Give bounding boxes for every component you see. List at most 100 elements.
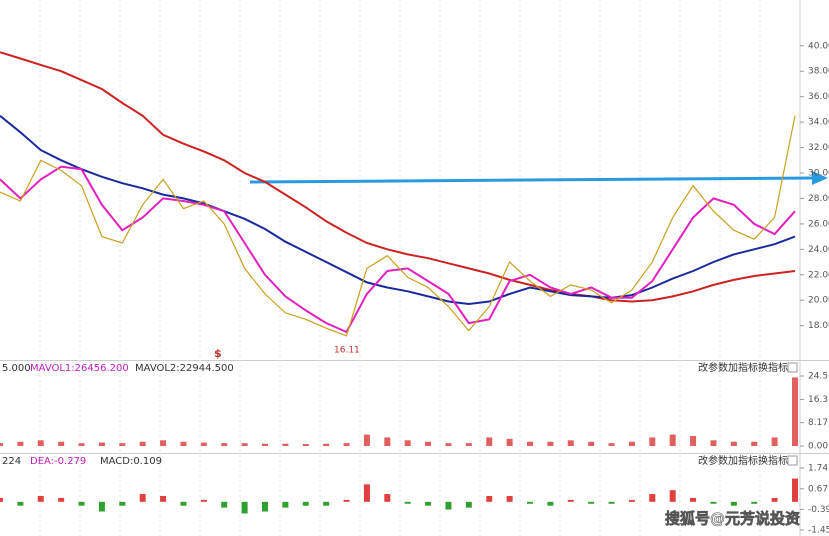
- bar: [628, 499, 635, 502]
- bar: [730, 501, 737, 506]
- bar: [160, 440, 167, 446]
- low-label: 16.11: [334, 346, 360, 356]
- bar: [547, 441, 554, 446]
- bar: [139, 441, 146, 446]
- bar: [588, 441, 595, 446]
- bar: [792, 377, 798, 446]
- bar: [751, 501, 758, 504]
- bar: [710, 501, 717, 504]
- bar: [119, 501, 126, 506]
- y-tick-label: 20.00: [808, 296, 829, 306]
- button[interactable]: 加指标: [728, 454, 758, 467]
- y-tick-label: -0.39: [808, 505, 829, 515]
- y-tick-label: 18.00: [808, 321, 829, 331]
- macd-header: MACD:0.109: [100, 456, 162, 467]
- bar: [486, 495, 493, 502]
- bar: [425, 501, 432, 506]
- bar: [608, 501, 615, 504]
- bar: [690, 436, 697, 446]
- bar: [241, 501, 248, 514]
- y-tick-label: 16.3: [808, 395, 828, 405]
- bar: [302, 501, 309, 506]
- bar: [486, 437, 493, 446]
- y-tick-label: 8.17: [808, 418, 828, 428]
- bar: [323, 501, 330, 506]
- button[interactable]: 改参数: [698, 361, 728, 374]
- close-button[interactable]: [787, 362, 798, 373]
- bar: [98, 501, 105, 512]
- bar: [649, 437, 656, 446]
- bar: [78, 443, 85, 446]
- bar: [119, 443, 126, 446]
- ma-line: [0, 51, 796, 303]
- macd-header: 224: [2, 456, 21, 467]
- trend-arrow: [249, 176, 816, 184]
- close-button[interactable]: [787, 455, 798, 466]
- bar: [384, 494, 391, 502]
- y-tick-label: 34.00: [808, 118, 829, 128]
- y-tick-label: 30.00: [808, 169, 829, 179]
- bar: [527, 441, 533, 446]
- bar: [262, 501, 268, 512]
- bar: [669, 434, 676, 446]
- bar: [588, 501, 595, 504]
- bar: [425, 441, 432, 446]
- vol-header: 5.000: [2, 363, 31, 374]
- bar: [160, 495, 167, 502]
- bar: [384, 437, 391, 446]
- ma-line: [0, 115, 796, 337]
- bar: [363, 484, 370, 502]
- y-tick-label: 26.00: [808, 219, 829, 229]
- bar: [0, 443, 3, 446]
- bar: [690, 497, 697, 502]
- vertical-grid: [39, 0, 761, 536]
- y-tick-label: 1.74: [808, 464, 828, 474]
- bar: [527, 501, 533, 504]
- bar: [241, 443, 248, 446]
- bar: [282, 501, 289, 508]
- macd-header: DEA:-0.279: [30, 456, 86, 467]
- bar: [37, 495, 44, 502]
- bar: [221, 443, 228, 446]
- y-tick-label: 38.00: [808, 67, 829, 77]
- y-tick-label: 28.00: [808, 194, 829, 204]
- y-tick-label: 24.00: [808, 245, 829, 255]
- y-tick-label: 0.00: [808, 442, 828, 452]
- y-tick-label: 36.00: [808, 92, 829, 102]
- bar: [608, 443, 615, 446]
- bar: [445, 443, 452, 446]
- button[interactable]: 换指标: [758, 454, 788, 467]
- watermark: 搜狐号@元芳说投资: [665, 510, 800, 528]
- bar: [180, 441, 187, 446]
- bar: [343, 443, 350, 446]
- y-tick-label: 40.00: [808, 41, 829, 51]
- bar: [771, 437, 778, 446]
- bar: [792, 478, 798, 502]
- marker: $: [214, 347, 222, 360]
- y-tick-label: 22.00: [808, 270, 829, 280]
- bar: [139, 494, 146, 502]
- bar: [465, 443, 472, 446]
- bar: [445, 501, 452, 510]
- bar: [37, 440, 44, 446]
- bar: [0, 497, 3, 502]
- bar: [628, 441, 635, 446]
- bar: [404, 501, 411, 504]
- button[interactable]: 加指标: [728, 361, 758, 374]
- bar: [506, 495, 513, 502]
- bar: [465, 501, 472, 508]
- bar: [200, 442, 207, 446]
- button[interactable]: 换指标: [758, 361, 788, 374]
- bar: [78, 501, 85, 506]
- bar: [282, 443, 289, 446]
- bar: [58, 497, 65, 502]
- y-tick-label: 32.00: [808, 143, 829, 153]
- y-tick-label: 24.5: [808, 372, 828, 382]
- button[interactable]: 改参数: [698, 454, 728, 467]
- bar: [404, 440, 411, 446]
- y-tick-label: 0.67: [808, 484, 828, 494]
- bar: [180, 501, 187, 506]
- bar: [262, 443, 268, 446]
- plots: 18.00 20.00 22.00 24.00 26.00 28.00 30.00 32.00…: [0, 41, 829, 535]
